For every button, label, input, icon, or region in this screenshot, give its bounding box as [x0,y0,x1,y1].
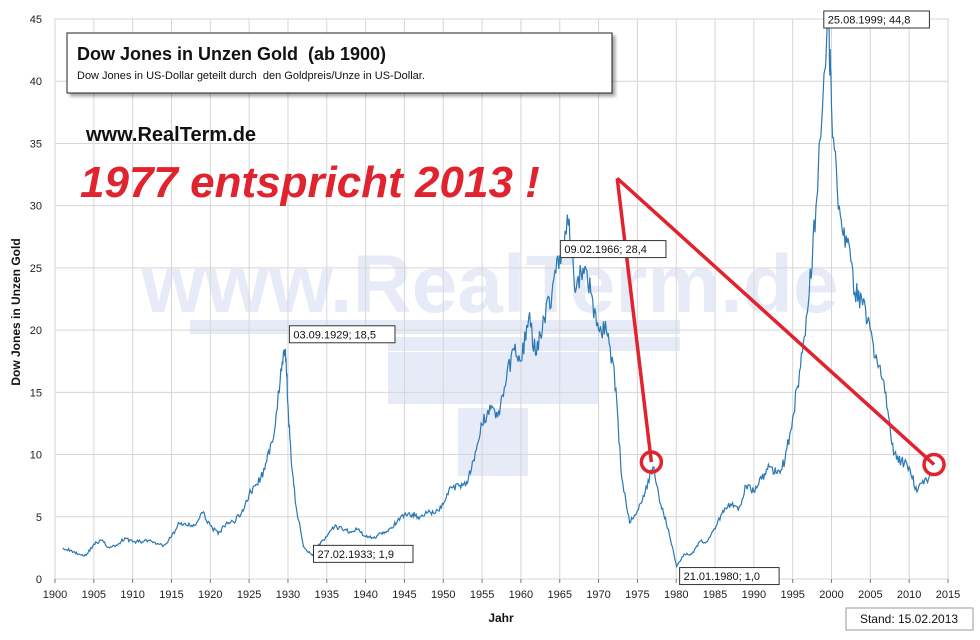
footer-box: Stand: 15.02.2013 [845,607,974,631]
y-tick-label: 30 [30,201,42,213]
x-tick-label: 2005 [858,589,882,601]
watermark-text: www.RealTerm.de [140,239,838,330]
watermark-block-2 [458,408,528,476]
x-tick-label: 1955 [470,589,494,601]
x-tick-label: 1905 [82,589,106,601]
annotation: 03.09.1929; 18,5 [288,325,396,344]
annotation: 09.02.1966; 28,4 [559,240,667,259]
x-tick-label: 1950 [431,589,455,601]
x-tick-label: 2000 [819,589,843,601]
x-tick-label: 1995 [780,589,804,601]
headline: 1977 entspricht 2013 ! [80,158,540,207]
series-line [62,19,933,569]
x-axis: 1900 1905 1910 1915 1920 1925 1930 1935 1940 1945… [43,579,960,601]
x-tick-label: 1935 [315,589,339,601]
x-tick-label: 1980 [664,589,688,601]
y-tick-label: 40 [30,76,42,88]
chart-title: Dow Jones in Unzen Gold (ab 1900) [77,44,386,64]
y-axis: 0 5 10 15 20 25 30 35 40 45 [30,14,42,586]
y-tick-label: 35 [30,138,42,150]
annotation-label: 25.08.1999; 44,8 [828,15,911,27]
footer-text: Stand: 15.02.2013 [860,612,958,626]
pointer-line [615,178,654,463]
x-tick-label: 1900 [43,589,67,601]
x-tick-label: 1975 [625,589,649,601]
x-tick-label: 1920 [198,589,222,601]
y-tick-label: 25 [30,263,42,275]
x-tick-label: 1985 [703,589,727,601]
annotation-label: 09.02.1966; 28,4 [564,244,647,256]
annotation-label: 27.02.1933; 1,9 [317,549,393,561]
website-label: www.RealTerm.de [85,124,256,146]
y-tick-label: 10 [30,450,42,462]
annotation-box [559,240,667,259]
annotation-box [679,567,780,586]
annotation: 21.01.1980; 1,0 [679,567,780,586]
y-tick-label: 20 [30,325,42,337]
x-tick-label: 1925 [237,589,261,601]
x-tick-label: 2010 [897,589,921,601]
annotation-box [823,10,930,29]
y-tick-label: 0 [36,574,42,586]
title-box: Dow Jones in Unzen Gold (ab 1900) Dow Jo… [66,32,613,94]
chart-subtitle: Dow Jones in US-Dollar geteilt durch den… [77,70,425,82]
x-tick-label: 1910 [120,589,144,601]
x-tick-label: 1930 [276,589,300,601]
highlight-circle [639,450,664,474]
x-tick-label: 1970 [586,589,610,601]
title-box-frame [66,32,613,94]
annotation-box [312,544,414,563]
pointer-line [616,176,936,466]
plot-frame [54,18,949,580]
annotation-label: 21.01.1980; 1,0 [684,571,760,583]
watermark-block-1 [388,352,598,404]
y-tick-label: 45 [30,14,42,26]
x-tick-label: 1945 [392,589,416,601]
y-tick-label: 5 [36,512,42,524]
y-axis-title: Dow Jones in Unzen Gold [9,238,23,385]
pointer-lines [615,176,946,477]
x-tick-label: 1990 [742,589,766,601]
x-tick-label: 1940 [353,589,377,601]
x-tick-label: 1965 [547,589,571,601]
footer-box-frame [845,607,974,631]
annotation-label: 03.09.1929; 18,5 [293,329,376,341]
x-tick-label: 2015 [936,589,960,601]
annotations: 03.09.1929; 18,5 27.02.1933; 1,9 09.02.196… [288,10,930,586]
highlight-circle [922,452,946,477]
annotation-box [288,325,396,344]
x-axis-title: Jahr [488,611,514,625]
annotation: 27.02.1933; 1,9 [312,544,414,563]
watermark: www.RealTerm.de [140,239,839,476]
x-tick-label: 1960 [509,589,533,601]
y-tick-label: 15 [30,387,42,399]
x-tick-label: 1915 [159,589,183,601]
annotation: 25.08.1999; 44,8 [823,10,930,29]
